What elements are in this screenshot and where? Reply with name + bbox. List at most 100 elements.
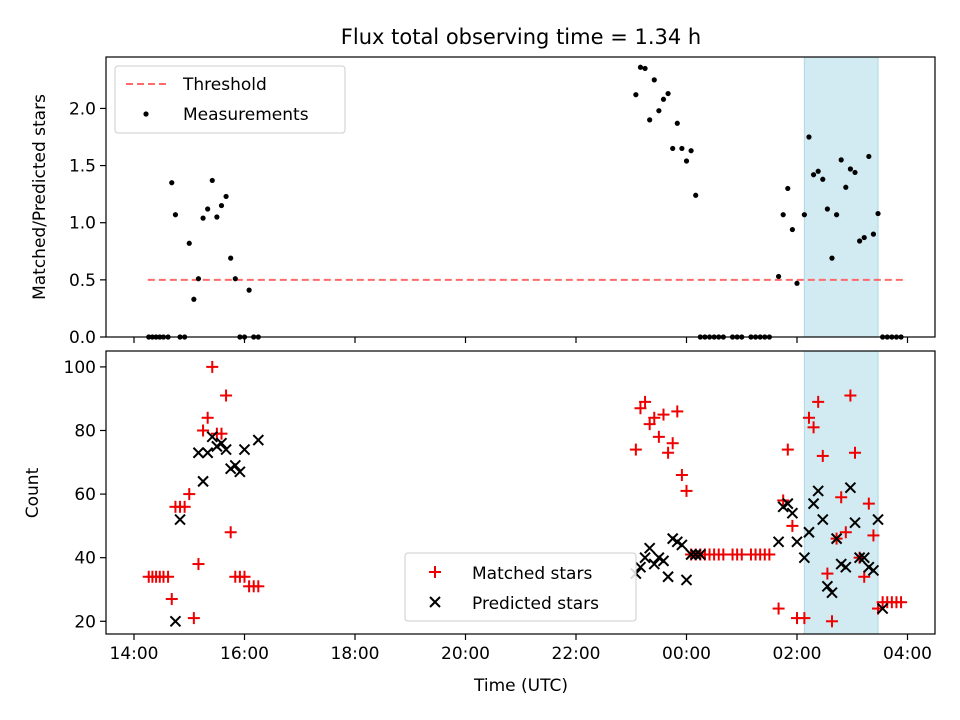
matched-star-point xyxy=(825,615,838,628)
measurement-point xyxy=(186,240,192,246)
bottom-legend: Matched stars Predicted stars xyxy=(404,552,637,622)
matched-star-point xyxy=(812,395,825,408)
matched-star-point xyxy=(680,484,693,497)
predicted-star-point xyxy=(215,437,228,449)
predicted-star-point xyxy=(206,431,218,443)
predicted-star-point xyxy=(782,497,794,510)
bottom-xtick-label: 22:00 xyxy=(552,644,601,664)
matched-star-point xyxy=(252,580,265,593)
matched-star-point xyxy=(201,411,214,424)
matched-star-point xyxy=(777,494,790,507)
measurement-point xyxy=(852,169,858,176)
matched-star-point xyxy=(763,548,776,561)
bottom-legend-box xyxy=(404,552,637,622)
measurement-point xyxy=(679,145,685,152)
predicted-star-point xyxy=(772,536,785,548)
matched-star-point xyxy=(643,418,656,431)
predicted-star-point xyxy=(812,485,824,497)
bottom-panel: 20 40 60 80 100 14:00 16:00 18:00 20:00 22:00 00:… xyxy=(23,350,936,696)
matched-star-point xyxy=(772,602,785,615)
top-ytick-label: 0.5 xyxy=(69,271,96,291)
matched-star-point xyxy=(671,405,684,418)
measurement-point xyxy=(861,234,867,241)
measurement-point xyxy=(214,214,220,220)
matched-star-point xyxy=(657,408,670,421)
predicted-star-point xyxy=(840,561,852,573)
bottom-ytick-label: 40 xyxy=(74,549,96,569)
legend-predicted-label: Predicted stars xyxy=(472,594,599,614)
matched-star-point xyxy=(798,612,811,625)
top-ytick-label: 1.5 xyxy=(69,157,96,177)
predicted-star-point xyxy=(169,615,182,627)
matched-star-point xyxy=(183,488,196,501)
matched-star-point xyxy=(786,519,799,532)
bottom-xtick-label: 14:00 xyxy=(110,644,159,664)
matched-star-point xyxy=(165,593,178,606)
measurement-point xyxy=(218,202,225,209)
matched-star-point xyxy=(844,389,857,402)
predicted-star-point xyxy=(807,497,820,510)
measurement-point xyxy=(660,96,667,102)
bottom-ytick-label: 60 xyxy=(74,485,96,505)
bottom-ytick-label: 80 xyxy=(74,421,96,441)
legend-threshold-label: Threshold xyxy=(182,75,267,95)
matched-star-point xyxy=(835,491,848,504)
measurement-point xyxy=(820,176,826,182)
predicted-star-point xyxy=(639,551,651,564)
measurement-point xyxy=(794,280,800,286)
matched-star-point xyxy=(178,500,191,513)
measurement-point xyxy=(195,276,202,282)
measurement-point xyxy=(688,148,694,154)
legend-matched-label: Matched stars xyxy=(472,564,592,584)
matched-star-point xyxy=(862,497,875,510)
chart-title: Flux total observing time = 1.34 h xyxy=(341,25,701,49)
predicted-star-point xyxy=(648,558,660,570)
matched-star-point xyxy=(802,411,815,424)
predicted-star-point xyxy=(817,513,829,526)
top-y-axis-label: Matched/Predicted stars xyxy=(30,94,50,300)
bottom-xtick-label: 18:00 xyxy=(331,644,380,664)
predicted-star-point xyxy=(197,475,209,488)
measurement-point xyxy=(228,255,234,261)
matched-star-point xyxy=(224,526,237,539)
matched-star-point xyxy=(220,389,233,402)
matched-star-point xyxy=(192,558,205,571)
predicted-star-point xyxy=(676,539,688,551)
measurement-point xyxy=(223,193,229,200)
legend-matched-swatch xyxy=(429,566,441,578)
predicted-star-point xyxy=(867,564,880,577)
predicted-star-point xyxy=(220,443,232,456)
measurement-point xyxy=(200,215,206,221)
matched-star-point xyxy=(895,596,908,609)
measurement-point xyxy=(829,255,835,261)
measurement-point xyxy=(172,212,179,218)
predicted-star-point xyxy=(234,466,246,478)
measurement-point xyxy=(806,134,812,140)
bottom-y-axis-label: Count xyxy=(23,467,43,518)
measurement-point xyxy=(232,276,238,282)
predicted-star-point xyxy=(174,513,186,526)
top-ytick-label: 1.0 xyxy=(69,214,96,234)
matched-star-point xyxy=(662,446,675,459)
top-legend-box xyxy=(114,65,346,134)
matched-star-point xyxy=(206,360,219,373)
matched-star-point xyxy=(821,567,834,580)
measurement-point xyxy=(810,172,817,178)
measurement-point xyxy=(785,185,791,192)
measurement-point xyxy=(824,206,830,212)
matched-star-point xyxy=(197,424,210,437)
bottom-xtick-label: 00:00 xyxy=(662,644,711,664)
predicted-star-point xyxy=(252,434,265,446)
measurement-point xyxy=(693,192,699,198)
matched-star-point xyxy=(816,449,829,462)
legend-measurements-swatch xyxy=(143,111,149,117)
measurement-point xyxy=(815,168,821,174)
matched-star-point xyxy=(858,570,871,583)
measurement-point xyxy=(838,157,844,163)
matched-star-point xyxy=(666,437,679,450)
bottom-xtick-label: 16:00 xyxy=(220,644,269,664)
measurement-point xyxy=(647,117,653,123)
matched-star-point xyxy=(639,395,652,408)
predicted-star-point xyxy=(791,536,803,548)
